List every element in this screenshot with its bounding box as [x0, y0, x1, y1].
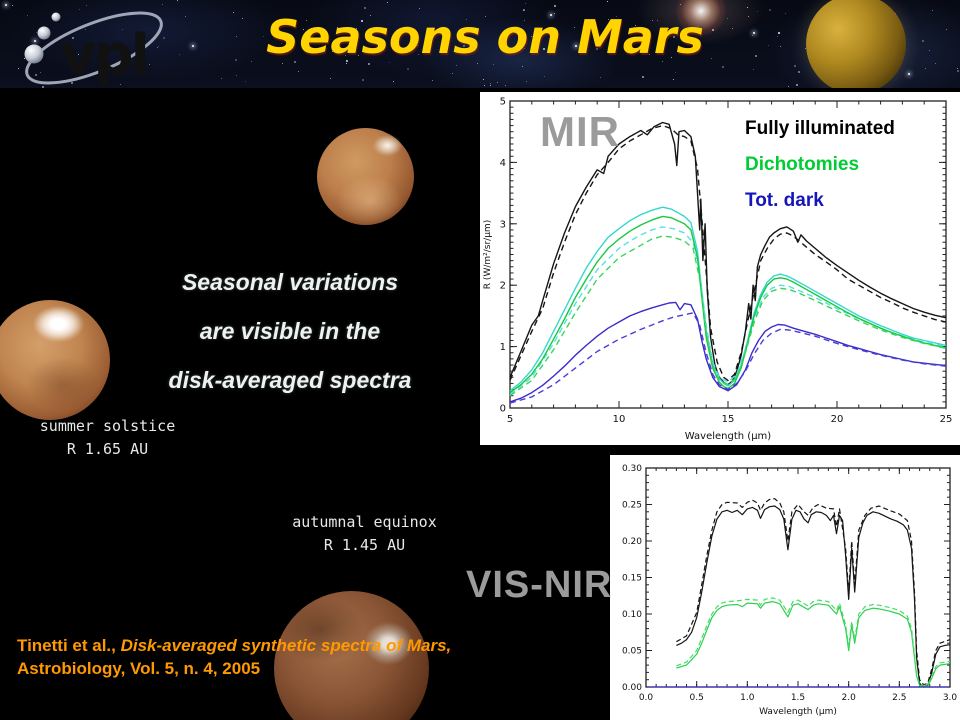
- series-dichotomy-cyan-dashed: [509, 226, 947, 396]
- logo-planet-ball-large-icon: [24, 44, 44, 64]
- svg-text:2.0: 2.0: [842, 693, 857, 703]
- svg-text:2.5: 2.5: [892, 693, 906, 703]
- svg-text:20: 20: [831, 414, 844, 425]
- visnir-region-label: VIS-NIR: [466, 564, 613, 606]
- svg-text:1.5: 1.5: [791, 693, 805, 703]
- banner-planet-image: [806, 0, 906, 88]
- svg-text:Wavelength (μm): Wavelength (μm): [759, 707, 837, 717]
- svg-text:0.0: 0.0: [639, 693, 654, 703]
- autumn-distance-text: R 1.45 AU: [323, 536, 406, 554]
- svg-text:0.30: 0.30: [622, 464, 642, 474]
- spectra-legend: Fully illuminated Dichotomies Tot. dark: [745, 118, 895, 226]
- svg-text:2: 2: [500, 281, 506, 292]
- page-title: Seasons on Mars: [266, 10, 704, 64]
- svg-text:0.5: 0.5: [690, 693, 704, 703]
- series-tot-dark-dashed: [509, 312, 947, 404]
- svg-text:3: 3: [500, 219, 506, 230]
- autumnal-equinox-label: autumnal equinox R 1.45 AU: [272, 511, 457, 557]
- statement-line-1: Seasonal variations: [181, 269, 399, 295]
- logo-planet-ball-medium-icon: [37, 26, 51, 40]
- svg-text:0.25: 0.25: [622, 501, 642, 511]
- svg-text:Wavelength (μm): Wavelength (μm): [685, 431, 772, 442]
- series-fully-illuminated-dashed: [509, 124, 947, 382]
- series-tot-dark-solid: [509, 301, 947, 403]
- citation-authors: Tinetti et al.,: [17, 636, 121, 655]
- mars-globe-autumnal-equinox: [274, 591, 429, 720]
- series-fully-illuminated-dashed: [676, 498, 951, 686]
- summer-distance-text: R 1.65 AU: [66, 440, 149, 458]
- mars-polar-cap: [363, 622, 414, 666]
- mir-region-label: MIR: [540, 108, 620, 155]
- series-dichotomy-green-dashed: [509, 235, 947, 397]
- legend-dichotomies: Dichotomies: [745, 154, 860, 175]
- svg-text:0.05: 0.05: [622, 647, 642, 657]
- statement-line-3: disk-averaged spectra: [168, 367, 412, 393]
- svg-text:10: 10: [613, 414, 626, 425]
- mir-chart-panel: 5 10 15 20 25 0 1 2 3 4 5 Wavelength (μm) R (W/m²/sr…: [480, 92, 960, 445]
- series-dichotomy-green-solid: [509, 215, 947, 394]
- svg-text:0.20: 0.20: [622, 537, 642, 547]
- svg-text:25: 25: [940, 414, 953, 425]
- mars-polar-cap: [33, 306, 84, 342]
- svg-text:5: 5: [507, 414, 513, 425]
- series-dichotomy-green-dashed: [676, 597, 951, 687]
- legend-fully-illuminated: Fully illuminated: [745, 118, 895, 139]
- autumnal-equinox-text: autumnal equinox: [292, 513, 437, 531]
- svg-text:0.00: 0.00: [622, 683, 642, 693]
- svg-text:0.10: 0.10: [622, 610, 642, 620]
- series-fully-illuminated-solid: [676, 505, 951, 688]
- svg-text:5: 5: [500, 97, 506, 108]
- svg-text:15: 15: [722, 414, 735, 425]
- vpl-logo: vpl: [24, 11, 163, 86]
- svg-text:R (W/m²/sr/μm): R (W/m²/sr/μm): [483, 220, 493, 289]
- citation: Tinetti et al., Disk-averaged synthetic …: [17, 634, 469, 680]
- statement-line-2: are visible in the: [199, 318, 381, 344]
- logo-text: vpl: [60, 23, 147, 86]
- mars-polar-cap: [373, 134, 403, 157]
- svg-text:1: 1: [500, 342, 506, 353]
- summer-solstice-label: summer solstice R 1.65 AU: [20, 415, 195, 461]
- svg-text:4: 4: [500, 158, 506, 169]
- citation-journal: Astrobiology, Vol. 5, n. 4, 2005: [17, 636, 461, 678]
- title-banner: vpl Seasons on Mars: [0, 0, 960, 88]
- series-dichotomy-cyan-solid: [509, 206, 947, 392]
- mir-spectra-chart: 5 10 15 20 25 0 1 2 3 4 5 Wavelength (μm) R (W/m²/sr…: [483, 97, 953, 443]
- series-dichotomy-green-solid: [676, 601, 951, 688]
- citation-title: Disk-averaged synthetic spectra of Mars,: [120, 636, 452, 655]
- mars-globe-summer-solstice: [0, 300, 110, 420]
- visnir-spectra-chart: 0.0 0.5 1.0 1.5 2.0 2.5 3.0 0.00 0.05 0.10 0.15 0.2…: [622, 464, 958, 717]
- series-fully-illuminated-solid: [509, 121, 947, 386]
- logo-planet-ball-small-icon: [51, 12, 61, 22]
- summer-solstice-text: summer solstice: [39, 417, 176, 435]
- svg-text:0.15: 0.15: [622, 574, 642, 584]
- logo-orbit-icon: [25, 11, 163, 85]
- statement-text: Seasonal variations are visible in the d…: [105, 258, 475, 405]
- svg-text:3.0: 3.0: [943, 693, 958, 703]
- svg-text:1.0: 1.0: [740, 693, 755, 703]
- mars-globe-autumn-small: [317, 128, 414, 225]
- legend-tot-dark: Tot. dark: [745, 190, 824, 211]
- svg-text:0: 0: [500, 404, 506, 415]
- visnir-chart-panel: 0.0 0.5 1.0 1.5 2.0 2.5 3.0 0.00 0.05 0.10 0.15 0.2…: [610, 455, 960, 720]
